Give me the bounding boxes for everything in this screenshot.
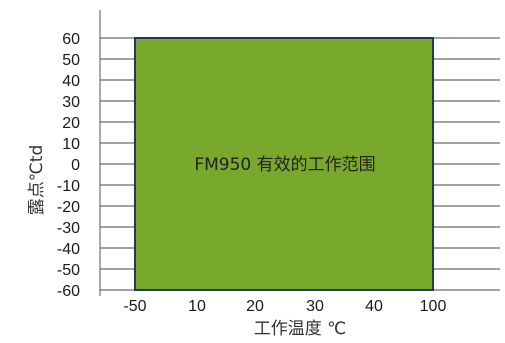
y-tick-label: 0 xyxy=(71,157,80,174)
y-tick-label: 50 xyxy=(62,52,80,69)
y-tick-label: 60 xyxy=(62,31,80,48)
working-range-area xyxy=(134,37,434,291)
working-range-layer xyxy=(134,37,434,291)
y-axis-title: 露点℃td xyxy=(27,145,47,216)
working-range-label: FM950 有效的工作范围 xyxy=(194,155,375,175)
x-tick-label: 10 xyxy=(188,298,206,315)
x-tick-labels: -50 10 20 30 40 100 xyxy=(123,298,446,315)
y-tick-label: 30 xyxy=(62,94,80,111)
y-tick-label: -20 xyxy=(57,199,80,216)
y-tick-label: 40 xyxy=(62,73,80,90)
y-tick-label: 10 xyxy=(62,136,80,153)
y-tick-label: -50 xyxy=(57,262,80,279)
x-tick-label: -50 xyxy=(123,298,146,315)
y-tick-label: -60 xyxy=(57,283,80,300)
x-tick-label: 100 xyxy=(420,298,447,315)
x-axis-title: 工作温度 ℃ xyxy=(254,319,347,339)
x-tick-label: 40 xyxy=(365,298,383,315)
x-tick-label: 30 xyxy=(306,298,324,315)
y-tick-label: -30 xyxy=(57,220,80,237)
y-tick-label: -10 xyxy=(57,178,80,195)
y-tick-labels: 60 50 40 30 20 10 0 -10 -20 -30 -40 -50 -60 xyxy=(57,31,80,300)
x-tick-label: 20 xyxy=(246,298,264,315)
y-tick-label: -40 xyxy=(57,241,80,258)
y-tick-label: 20 xyxy=(62,115,80,132)
